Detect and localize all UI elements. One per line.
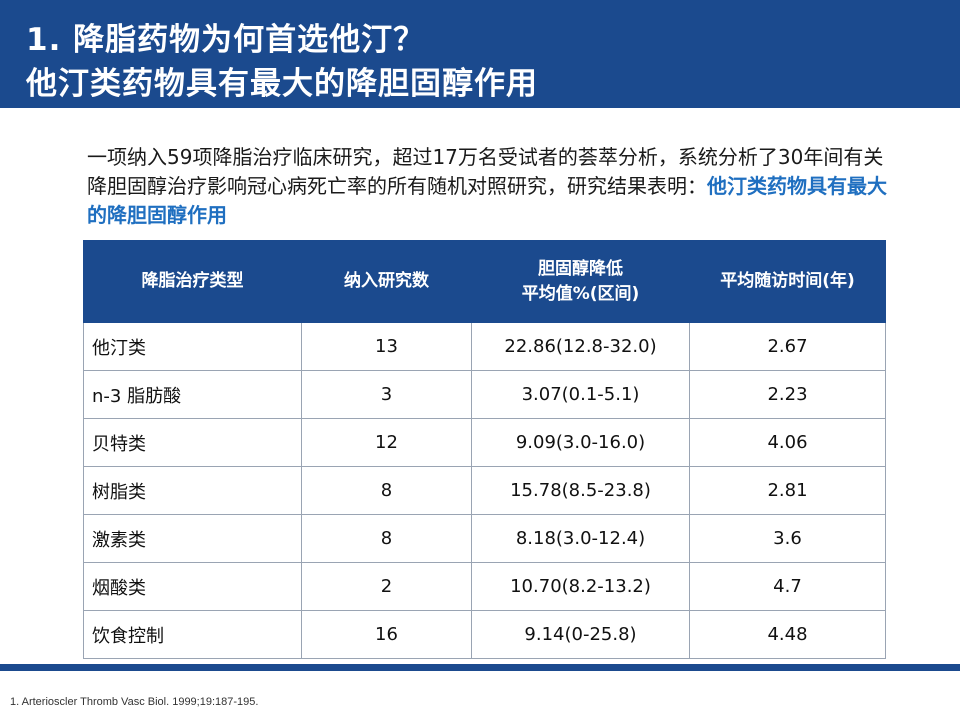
header-followup-years: 平均随访时间(年): [689, 240, 886, 323]
header-reduction-line2: 平均值%(区间): [521, 283, 640, 304]
cell-therapy-type: 他汀类: [83, 322, 302, 371]
cell-followup: 4.48: [689, 610, 886, 659]
cell-reduction: 9.14(0-25.8): [471, 610, 690, 659]
table-row: 激素类 8 8.18(3.0-12.4) 3.6: [83, 514, 886, 563]
slide-header: 1. 降脂药物为何首选他汀？ 他汀类药物具有最大的降胆固醇作用: [0, 0, 960, 108]
table-header-row: 降脂治疗类型 纳入研究数 胆固醇降低 平均值%(区间) 平均随访时间(年): [83, 240, 886, 323]
lipid-therapy-table: 降脂治疗类型 纳入研究数 胆固醇降低 平均值%(区间) 平均随访时间(年) 他汀…: [83, 240, 886, 659]
cell-reduction: 9.09(3.0-16.0): [471, 418, 690, 467]
intro-text: 一项纳入59项降脂治疗临床研究，超过17万名受试者的荟萃分析，系统分析了30年间…: [87, 145, 884, 198]
table-row: 烟酸类 2 10.70(8.2-13.2) 4.7: [83, 562, 886, 611]
cell-therapy-type: 树脂类: [83, 466, 302, 515]
cell-study-count: 13: [301, 322, 472, 371]
cell-reduction: 3.07(0.1-5.1): [471, 370, 690, 419]
table-row: 贝特类 12 9.09(3.0-16.0) 4.06: [83, 418, 886, 467]
cell-reduction: 10.70(8.2-13.2): [471, 562, 690, 611]
cell-study-count: 8: [301, 514, 472, 563]
cell-study-count: 12: [301, 418, 472, 467]
cell-reduction: 15.78(8.5-23.8): [471, 466, 690, 515]
cell-therapy-type: 贝特类: [83, 418, 302, 467]
cell-reduction: 22.86(12.8-32.0): [471, 322, 690, 371]
cell-followup: 2.23: [689, 370, 886, 419]
intro-highlight: 他汀类药物具有最大的降胆固醇作用: [87, 174, 887, 227]
cell-reduction: 8.18(3.0-12.4): [471, 514, 690, 563]
cell-study-count: 2: [301, 562, 472, 611]
intro-paragraph: 一项纳入59项降脂治疗临床研究，超过17万名受试者的荟萃分析，系统分析了30年间…: [87, 143, 897, 230]
table-row: n-3 脂肪酸 3 3.07(0.1-5.1) 2.23: [83, 370, 886, 419]
header-cholesterol-reduction: 胆固醇降低 平均值%(区间): [471, 240, 690, 323]
table-row: 树脂类 8 15.78(8.5-23.8) 2.81: [83, 466, 886, 515]
cell-study-count: 8: [301, 466, 472, 515]
cell-followup: 4.7: [689, 562, 886, 611]
cell-therapy-type: 激素类: [83, 514, 302, 563]
table-row: 他汀类 13 22.86(12.8-32.0) 2.67: [83, 322, 886, 371]
slide-title-line2: 他汀类药物具有最大的降胆固醇作用: [26, 66, 538, 102]
slide-title-line1: 1. 降脂药物为何首选他汀？: [26, 22, 426, 58]
cell-therapy-type: 烟酸类: [83, 562, 302, 611]
cell-followup: 4.06: [689, 418, 886, 467]
cell-therapy-type: 饮食控制: [83, 610, 302, 659]
cell-followup: 2.81: [689, 466, 886, 515]
cell-followup: 2.67: [689, 322, 886, 371]
cell-therapy-type: n-3 脂肪酸: [83, 370, 302, 419]
table-row: 饮食控制 16 9.14(0-25.8) 4.48: [83, 610, 886, 659]
cell-study-count: 16: [301, 610, 472, 659]
header-therapy-type: 降脂治疗类型: [83, 240, 302, 323]
cell-study-count: 3: [301, 370, 472, 419]
reference-footnote: 1. Arterioscler Thromb Vasc Biol. 1999;1…: [10, 696, 259, 708]
header-study-count: 纳入研究数: [301, 240, 472, 323]
header-reduction-line1: 胆固醇降低: [538, 258, 623, 279]
cell-followup: 3.6: [689, 514, 886, 563]
footer-divider-bar: [0, 664, 960, 671]
